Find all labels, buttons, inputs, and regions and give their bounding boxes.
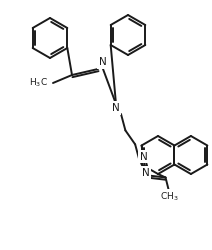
Text: H$_3$C: H$_3$C	[29, 77, 48, 89]
Text: CH$_3$: CH$_3$	[160, 190, 179, 203]
Text: N: N	[140, 152, 147, 162]
Text: N: N	[142, 168, 149, 177]
Text: N: N	[99, 57, 107, 67]
Text: N: N	[112, 103, 120, 113]
